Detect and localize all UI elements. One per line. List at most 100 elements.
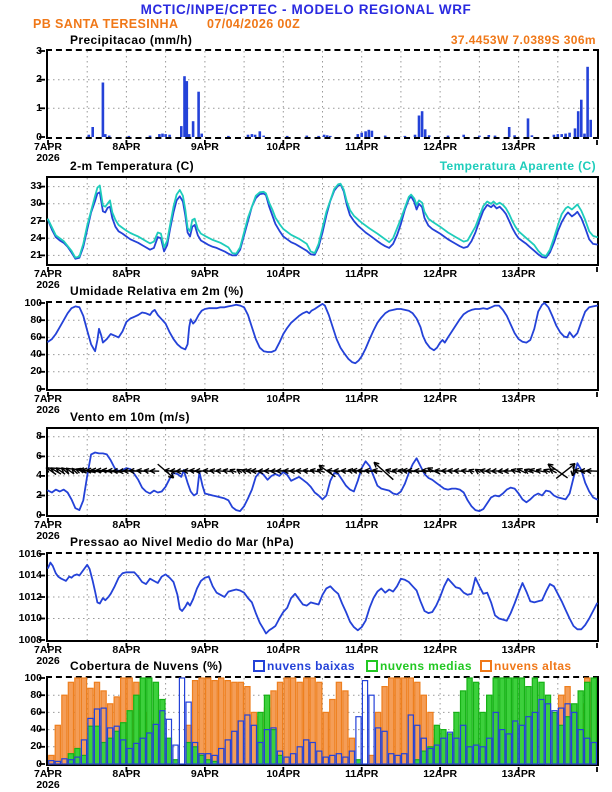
x-axis-year-label: 2026 <box>36 530 60 542</box>
x-tick-label: 11APR <box>345 393 379 405</box>
x-axis-year-label: 2026 <box>36 279 60 291</box>
x-tick-label: 12APR <box>423 393 458 405</box>
x-tick-label: 8APR <box>112 519 141 531</box>
x-tick-label: 8APR <box>112 768 141 780</box>
wind-title: Vento em 10m (m/s) <box>70 410 190 424</box>
x-tick-label: 12APR <box>423 519 458 531</box>
humidity-title: Umidade Relativa em 2m (%) <box>70 284 244 298</box>
x-tick-label: 13APR <box>501 519 536 531</box>
x-tick-label: 10APR <box>266 768 301 780</box>
x-tick-label: 13APR <box>501 393 536 405</box>
wind-chart <box>39 429 599 523</box>
y-tick-label: 0 <box>36 382 42 395</box>
y-tick-label: 0 <box>36 130 42 143</box>
humidity-plot <box>39 301 599 397</box>
precipitation-title: Precipitacao (mm/h) <box>70 33 193 47</box>
x-tick-label: 11APR <box>345 141 379 153</box>
y-tick-label: 40 <box>30 348 42 361</box>
y-tick-label: 1014 <box>18 569 42 581</box>
y-tick-label: 60 <box>30 705 42 718</box>
y-tick-label: 60 <box>30 330 42 343</box>
x-tick-label: 11APR <box>345 519 379 531</box>
x-tick-label: 9APR <box>190 393 219 405</box>
x-tick-label: 12APR <box>423 644 458 656</box>
y-tick-label: 4 <box>36 469 42 482</box>
precip-chart <box>39 50 598 145</box>
y-tick-label: 0 <box>36 508 42 521</box>
y-tick-label: 1012 <box>18 590 42 603</box>
x-tick-label: 9APR <box>190 268 219 280</box>
temperature-title: 2-m Temperatura (C) <box>70 159 195 173</box>
y-tick-label: 20 <box>30 365 42 378</box>
run-datetime: 07/04/2026 00Z <box>207 17 301 31</box>
y-tick-label: 40 <box>30 723 42 736</box>
clouds-plot <box>39 676 599 772</box>
x-tick-label: 7APR <box>33 519 62 531</box>
x-tick-label: 10APR <box>266 268 301 280</box>
pressure-plot <box>39 552 599 648</box>
x-tick-label: 7APR <box>33 141 62 153</box>
y-tick-label: 0 <box>36 757 42 770</box>
y-tick-label: 1016 <box>18 547 42 560</box>
y-tick-label: 6 <box>36 449 42 462</box>
temperature-plot <box>39 176 599 272</box>
x-tick-label: 13APR <box>501 768 536 780</box>
x-tick-label: 10APR <box>266 644 301 656</box>
x-tick-label: 9APR <box>190 644 219 656</box>
y-tick-label: 2 <box>36 73 42 86</box>
y-tick-label: 33 <box>30 180 42 193</box>
x-tick-label: 12APR <box>423 268 458 280</box>
mid-clouds-legend-label: nuvens medias <box>380 659 472 673</box>
y-tick-label: 100 <box>24 671 42 684</box>
wind-plot <box>39 427 599 523</box>
pres-chart <box>39 553 598 648</box>
low-clouds-legend-swatch <box>253 660 265 672</box>
y-tick-label: 1010 <box>18 612 42 624</box>
x-tick-label: 7APR <box>33 644 62 656</box>
precipitation-plot <box>39 49 599 145</box>
clouds-chart <box>39 677 598 772</box>
high-clouds-legend-label: nuvens altas <box>494 659 572 673</box>
x-tick-label: 13APR <box>501 644 536 656</box>
x-axis-year-label: 2026 <box>36 779 60 791</box>
station-label: PB SANTA TERESINHA <box>33 17 179 31</box>
rh-chart <box>39 302 598 397</box>
high-clouds-legend-swatch <box>480 660 492 672</box>
x-tick-label: 12APR <box>423 141 458 153</box>
x-tick-label: 11APR <box>345 768 379 780</box>
y-tick-label: 100 <box>24 296 42 309</box>
pressure-title: Pressao ao Nivel Medio do Mar (hPa) <box>70 535 295 549</box>
x-axis-year-label: 2026 <box>36 655 60 667</box>
x-tick-label: 9APR <box>190 768 219 780</box>
x-tick-label: 10APR <box>266 141 301 153</box>
x-tick-label: 13APR <box>501 141 536 153</box>
low-clouds-legend-label: nuvens baixas <box>267 659 355 673</box>
x-tick-label: 8APR <box>112 644 141 656</box>
clouds-title: Cobertura de Nuvens (%) <box>70 659 223 673</box>
x-axis-year-label: 2026 <box>36 152 60 164</box>
x-tick-label: 7APR <box>33 393 62 405</box>
y-tick-label: 8 <box>36 430 42 443</box>
y-tick-label: 1 <box>36 101 42 114</box>
y-tick-label: 24 <box>30 231 42 244</box>
x-tick-label: 8APR <box>112 141 141 153</box>
y-tick-label: 2 <box>36 488 42 501</box>
page-title: MCTIC/INPE/CPTEC - MODELO REGIONAL WRF <box>140 2 472 17</box>
mid-clouds-legend-swatch <box>366 660 378 672</box>
x-axis-year-label: 2026 <box>36 404 60 416</box>
coordinates-label: 37.4453W 7.0389S 306m <box>450 33 596 47</box>
x-tick-label: 10APR <box>266 519 301 531</box>
x-tick-label: 13APR <box>501 268 536 280</box>
y-tick-label: 3 <box>36 44 42 57</box>
temp-chart <box>39 178 598 272</box>
x-tick-label: 8APR <box>112 393 141 405</box>
x-tick-label: 10APR <box>266 393 301 405</box>
x-tick-label: 9APR <box>190 141 219 153</box>
y-tick-label: 80 <box>30 688 42 701</box>
x-tick-label: 11APR <box>345 644 379 656</box>
y-tick-label: 1008 <box>18 633 42 646</box>
x-tick-label: 7APR <box>33 768 62 780</box>
y-tick-label: 27 <box>30 214 42 227</box>
y-tick-label: 20 <box>30 740 42 753</box>
